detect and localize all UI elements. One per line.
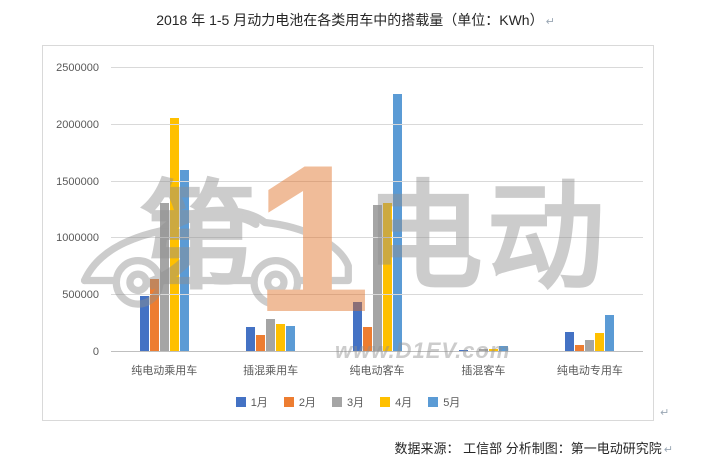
bar <box>169 117 179 352</box>
bar-groups <box>111 68 643 352</box>
paragraph-mark-icon: ↵ <box>545 16 555 28</box>
x-axis-labels: 纯电动乘用车 插混乘用车 纯电动客车 插混客车 纯电动专用车 <box>111 362 643 378</box>
bar-group <box>324 68 430 352</box>
x-axis-line <box>111 351 643 352</box>
legend-label: 3月 <box>346 397 365 409</box>
gridline <box>111 67 643 68</box>
bar <box>382 203 392 352</box>
x-category-label: 纯电动客车 <box>349 365 405 377</box>
x-category-label: 纯电动乘用车 <box>131 365 198 377</box>
bar <box>595 332 605 352</box>
bar <box>488 348 498 352</box>
gridline <box>111 237 643 239</box>
y-tick-label: 1500000 <box>56 175 99 188</box>
bar <box>179 170 189 352</box>
legend-item: 5月 <box>428 394 460 410</box>
x-category-label: 插混客车 <box>461 365 506 377</box>
bar-group <box>537 68 643 352</box>
y-tick-label: 1000000 <box>56 232 99 245</box>
legend-swatch-icon <box>283 397 294 407</box>
bar-group <box>111 68 217 352</box>
legend-label: 2月 <box>298 397 316 409</box>
bar <box>352 302 362 352</box>
legend-swatch-icon <box>428 397 439 407</box>
bar-group <box>430 68 536 352</box>
legend-item: 2月 <box>283 394 316 410</box>
y-axis: 0 500000 1000000 1500000 2000000 2500000 <box>43 62 105 358</box>
y-tick-label: 2000000 <box>56 118 99 131</box>
bar <box>139 296 149 352</box>
bar <box>159 203 169 352</box>
chart-frame: 0 500000 1000000 1500000 2000000 2500000 纯电动乘… <box>42 45 654 421</box>
x-category-label: 插混乘用车 <box>243 365 299 377</box>
bar <box>565 331 575 352</box>
y-tick-label: 0 <box>92 346 99 358</box>
bar-group <box>217 68 323 352</box>
bar <box>605 314 615 352</box>
paragraph-mark-icon: ↵ <box>660 407 670 419</box>
y-tick-label: 500000 <box>62 289 99 302</box>
chart-title: 2018 年 1-5 月动力电池在各类用车中的搭载量（单位：KWh） <box>156 12 544 28</box>
paragraph-mark-icon: ↵ <box>663 444 673 456</box>
x-category-label: 纯电动专用车 <box>556 365 623 377</box>
bar <box>149 279 159 352</box>
bar <box>286 325 296 352</box>
legend-item: 4月 <box>380 394 412 410</box>
bar <box>276 323 286 352</box>
bar <box>256 334 266 352</box>
source-row: 数据来源： 工信部 分析制图：第一电动研究院 ↵ <box>395 438 673 457</box>
bar <box>575 345 585 352</box>
bar <box>392 94 402 352</box>
gridline <box>111 180 643 182</box>
y-tick-label: 2500000 <box>56 62 99 74</box>
legend-item: 1月 <box>235 394 268 410</box>
chart-title-row: 2018 年 1-5 月动力电池在各类用车中的搭载量（单位：KWh） ↵ <box>0 10 711 30</box>
legend-swatch-icon <box>235 397 246 407</box>
bar <box>372 205 382 352</box>
bar <box>362 327 372 352</box>
bar <box>266 319 276 352</box>
legend-label: 5月 <box>443 397 461 409</box>
legend-label: 4月 <box>395 397 413 409</box>
bar <box>478 349 488 352</box>
source-text: 数据来源： 工信部 分析制图：第一电动研究院 <box>394 441 662 456</box>
legend-item: 3月 <box>331 394 365 410</box>
legend: 1月 2月 3月 4月 5月 <box>43 394 653 410</box>
gridline <box>111 123 643 125</box>
legend-swatch-icon <box>380 397 391 407</box>
bar <box>246 327 256 352</box>
gridline <box>111 294 643 296</box>
legend-swatch-icon <box>331 397 342 407</box>
bar <box>498 345 508 352</box>
bar <box>585 340 595 352</box>
legend-label: 1月 <box>250 397 268 409</box>
plot-area <box>111 67 643 352</box>
